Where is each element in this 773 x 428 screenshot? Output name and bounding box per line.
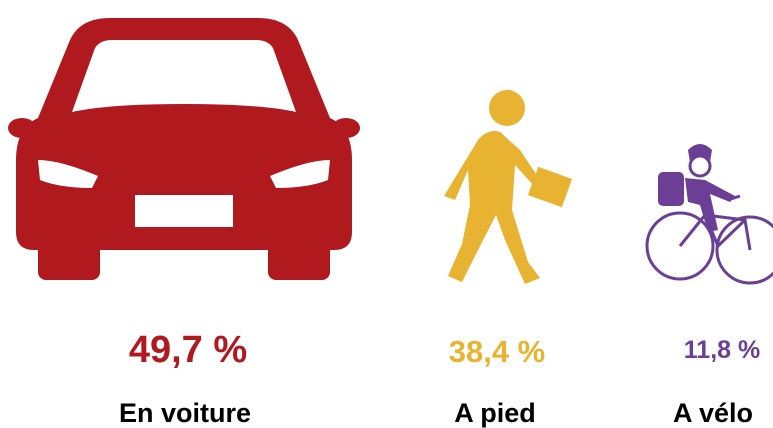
label-bike: A vélo: [673, 398, 753, 428]
walker-icon: [444, 90, 573, 284]
car-icon: [8, 18, 360, 280]
label-walk: A pied: [454, 398, 536, 428]
value-car: 49,7 %: [129, 329, 247, 371]
value-bike: 11,8 %: [684, 336, 760, 364]
value-walk: 38,4 %: [449, 334, 546, 369]
cyclist-icon: [645, 144, 773, 285]
label-car: En voiture: [119, 398, 251, 428]
